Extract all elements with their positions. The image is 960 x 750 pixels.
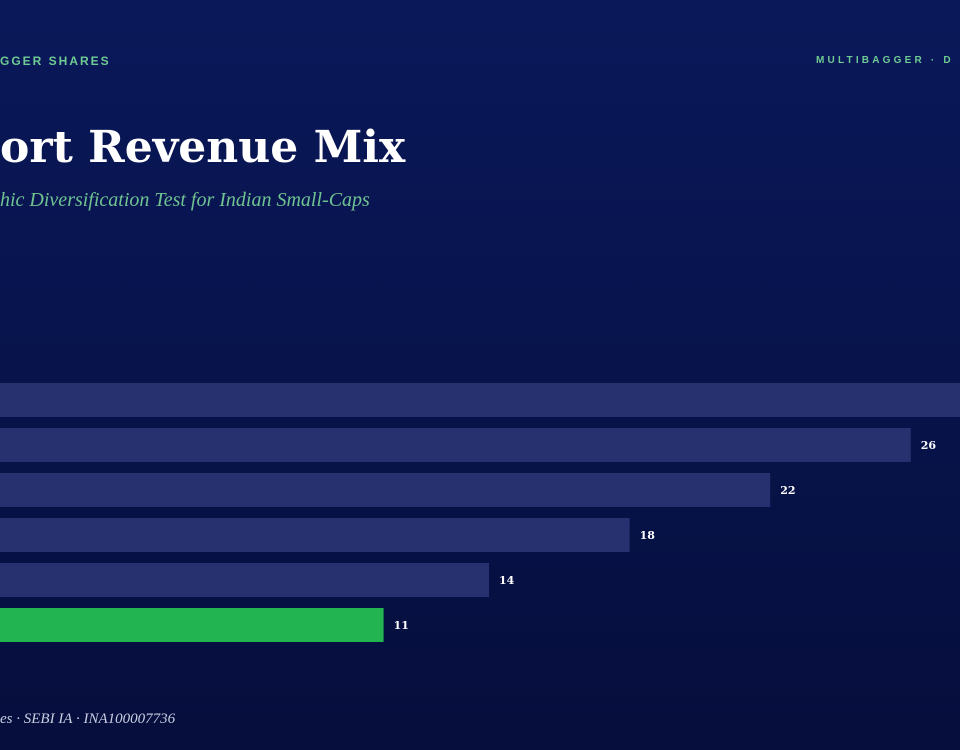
value-label: 22	[780, 484, 795, 497]
footer: es · SEBI IA · INA100007736	[0, 711, 176, 727]
brand: MULTIBAGGER · D	[816, 55, 954, 66]
value-label: 14	[499, 574, 515, 587]
value-label: 18	[640, 529, 656, 542]
bar	[0, 428, 911, 462]
bar	[0, 383, 960, 417]
value-label: 26	[921, 439, 937, 452]
chart-subtitle: hic Diversification Test for Indian Smal…	[0, 189, 370, 211]
chart-title: ort Revenue Mix	[0, 122, 406, 173]
kicker: GGER SHARES	[0, 54, 111, 68]
bar	[0, 473, 771, 507]
bar	[0, 608, 384, 642]
value-label: 11	[394, 619, 409, 632]
bar	[0, 518, 630, 552]
bar	[0, 563, 490, 597]
